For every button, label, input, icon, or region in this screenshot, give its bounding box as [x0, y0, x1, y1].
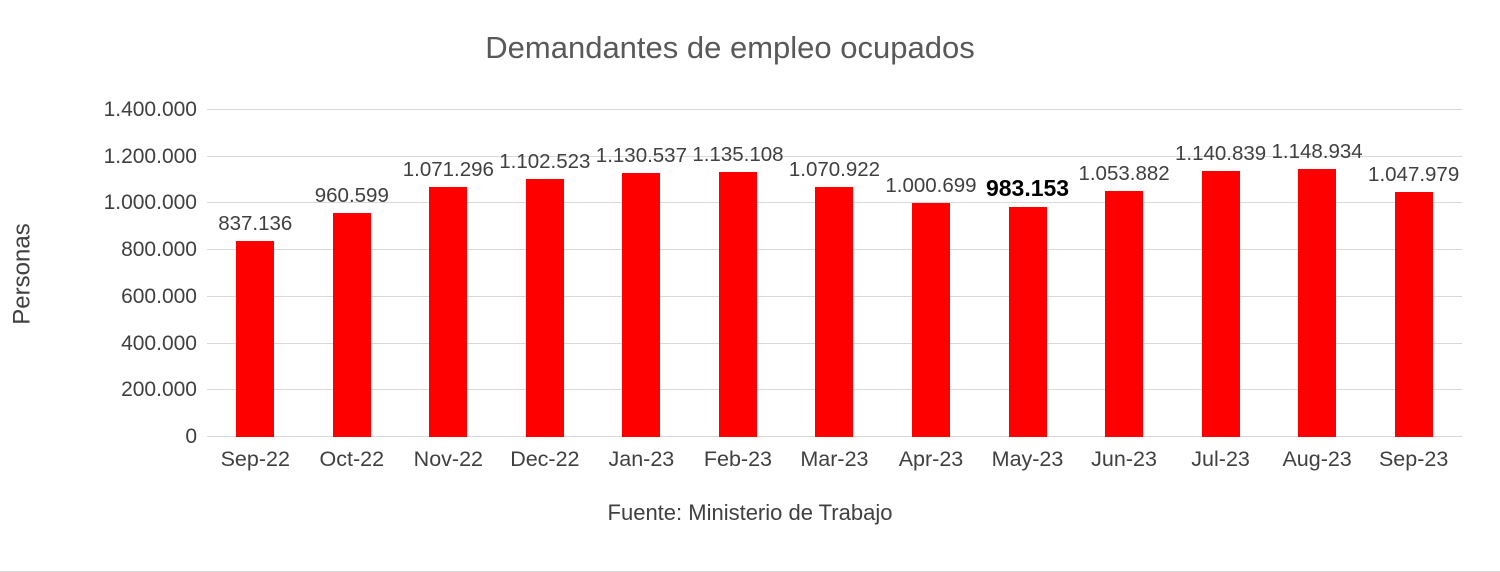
x-tick-label: Nov-22 [413, 447, 483, 471]
bar [332, 212, 371, 437]
bar-slot: 1.135.108 [690, 110, 787, 437]
x-tick-label: Mar-23 [800, 447, 869, 471]
chart-title: Demandantes de empleo ocupados [485, 30, 975, 65]
y-axis-title: Personas [9, 222, 37, 325]
x-tick-label: Jan-23 [608, 447, 675, 471]
y-tick-label: 1.400.000 [103, 98, 197, 121]
y-tick-label: 800.000 [121, 238, 197, 262]
bar [236, 241, 275, 437]
bar [1105, 190, 1144, 437]
bar-slot: 1.102.523 [497, 110, 594, 437]
plot-area: 837.136 960.599 1.071.296 1.102.523 1.130.53… [207, 109, 1462, 437]
bar-value-label: 1.000.699 [885, 174, 977, 198]
bar-value-label: 1.130.537 [595, 143, 687, 167]
bar-slot: 1.140.839 [1172, 110, 1269, 437]
y-tick-label: 1.000.000 [103, 191, 197, 215]
bar [429, 186, 468, 437]
x-tick-label: Sep-22 [220, 447, 290, 471]
bar-value-label: 1.102.523 [499, 150, 591, 174]
bar-value-label: 1.140.839 [1174, 141, 1267, 165]
bar [911, 203, 950, 437]
y-tick-label: 1.200.000 [103, 144, 197, 168]
bar-value-label: 1.135.108 [692, 142, 784, 166]
x-tick-label: Apr-23 [898, 447, 964, 471]
x-tick-label: Feb-23 [703, 447, 772, 471]
bar-slot: 1.130.537 [593, 110, 690, 437]
bar [525, 179, 564, 437]
bar-value-label: 1.148.934 [1271, 139, 1363, 163]
bar-slot: 1.070.922 [786, 110, 883, 437]
bar-value-label: 983.153 [985, 175, 1070, 202]
y-tick-label: 400.000 [121, 331, 197, 355]
bar [1298, 168, 1337, 437]
source-caption: Fuente: Ministerio de Trabajo [607, 500, 893, 525]
y-axis-ticks: 0 200.000 400.000 600.000 800.000 1.000.000 1.… [55, 98, 197, 448]
x-tick-label: May-23 [991, 447, 1064, 471]
bar-value-label: 837.136 [218, 212, 293, 236]
bar [1394, 192, 1433, 437]
bar [622, 172, 661, 437]
bar [1008, 207, 1047, 437]
bar [718, 171, 757, 437]
gridline [207, 155, 1462, 157]
y-tick-label: 600.000 [121, 284, 197, 308]
x-tick-label: Jun-23 [1091, 447, 1157, 471]
y-tick-label: 0 [185, 425, 197, 448]
x-tick-label: Jul-23 [1191, 447, 1250, 471]
y-tick-label: 200.000 [121, 378, 197, 402]
bar-slot: 983.153 [979, 110, 1076, 437]
bar-value-label: 1.071.296 [402, 157, 494, 181]
bar-slot: 837.136 [207, 110, 304, 437]
bar-value-label: 1.047.979 [1368, 163, 1460, 187]
x-tick-label: Oct-22 [319, 447, 385, 471]
bar [1201, 170, 1240, 437]
bar-slot: 1.053.882 [1076, 110, 1173, 437]
bar-slot: 960.599 [304, 110, 401, 437]
x-tick-label: Aug-23 [1282, 447, 1352, 471]
bar-slot: 1.047.979 [1365, 110, 1462, 437]
x-tick-label: Sep-23 [1378, 447, 1449, 471]
bar-slot: 1.071.296 [400, 110, 497, 437]
bars: 837.136 960.599 1.071.296 1.102.523 1.130.53… [207, 110, 1462, 437]
bar-value-label: 1.070.922 [788, 157, 881, 181]
x-axis-labels: Sep-22 Oct-22 Nov-22 Dec-22 Jan-23 Feb-23 Mar-… [207, 447, 1462, 472]
bar-value-label: 1.053.882 [1078, 161, 1170, 185]
bar-slot: 1.000.699 [883, 110, 980, 437]
gridline [207, 109, 1462, 110]
y-axis-title-wrap: Personas [0, 110, 46, 437]
bar-value-label: 960.599 [314, 183, 389, 207]
x-tick-label: Dec-22 [510, 447, 580, 471]
bar-slot: 1.148.934 [1269, 110, 1366, 437]
bar [815, 186, 854, 437]
